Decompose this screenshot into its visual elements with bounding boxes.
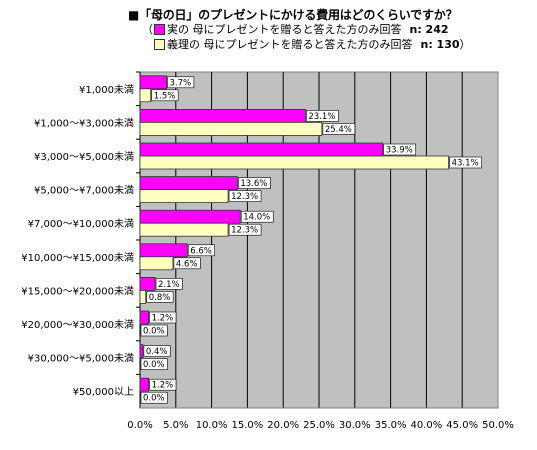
data-label-box — [238, 177, 271, 189]
x-tick-label: 5.0% — [163, 420, 188, 431]
data-label: 0.0% — [143, 360, 165, 370]
category-label: ¥30,000～¥5,000未満 — [28, 353, 134, 365]
data-label-box — [167, 76, 195, 89]
data-label-box — [140, 324, 168, 337]
data-label-box — [383, 143, 417, 156]
bar — [139, 122, 323, 136]
x-tick-label: 15.0% — [232, 420, 264, 431]
data-label: 4.6% — [176, 259, 198, 269]
legend-n: n: 130 — [420, 38, 460, 51]
data-label-box — [146, 291, 174, 303]
data-label: 33.9% — [386, 146, 413, 156]
legend-n: n: 242 — [409, 23, 449, 36]
category-label: ¥50,000以上 — [73, 386, 134, 398]
legend-label: 実の 母にプレゼントを贈ると答えた方のみ回答 — [167, 23, 402, 36]
bar — [139, 176, 238, 191]
data-label: 0.0% — [143, 327, 165, 337]
x-tick-label: 35.0% — [375, 420, 407, 431]
data-label-box — [240, 210, 274, 223]
data-label-box — [155, 278, 183, 290]
data-label: 0.0% — [143, 394, 165, 404]
bar — [139, 142, 384, 157]
data-label: 3.7% — [169, 78, 191, 88]
data-label: 12.3% — [231, 226, 258, 236]
data-label-box — [140, 358, 168, 370]
chart-title: ■「母の日」のプレゼントにかける費用はどのくらいですか？ — [128, 8, 458, 22]
category-label: ¥15,000～¥20,000未満 — [21, 285, 134, 297]
category-label: ¥5,000～¥7,000未満 — [34, 185, 134, 197]
data-label-box — [187, 244, 215, 257]
x-tick-label: 30.0% — [339, 420, 371, 431]
legend-close-paren: ） — [459, 38, 471, 51]
data-label-box — [149, 311, 177, 324]
data-label: 14.0% — [243, 213, 270, 223]
bar — [139, 289, 147, 304]
x-tick-label: 45.0% — [446, 420, 478, 431]
bar — [139, 310, 149, 325]
data-label-box — [140, 391, 168, 404]
data-label: 0.4% — [146, 347, 168, 357]
data-label: 0.8% — [149, 293, 171, 303]
legend-swatch-yellow — [154, 39, 165, 50]
data-label-box — [449, 156, 482, 169]
category-label: ¥3,000～¥5,000未満 — [34, 151, 134, 163]
bar — [139, 276, 156, 291]
data-label-box — [143, 345, 171, 357]
x-tick-label: 20.0% — [267, 420, 299, 431]
data-label-box — [173, 257, 201, 270]
category-label: ¥20,000～¥30,000未満 — [21, 319, 134, 331]
bar — [139, 209, 241, 224]
category-label: ¥1,000～¥3,000未満 — [34, 117, 134, 129]
data-label: 1.2% — [152, 381, 174, 391]
legend-label: 義理の 母にプレゼントを贈ると答えた方のみ回答 — [167, 38, 413, 51]
data-label: 12.3% — [231, 192, 258, 202]
bar — [139, 256, 174, 271]
bar — [139, 88, 152, 103]
bar — [139, 75, 167, 90]
category-label: ¥1,000未満 — [79, 84, 134, 96]
bar — [139, 344, 144, 359]
bar — [139, 109, 306, 123]
legend-swatch-magenta — [154, 24, 165, 35]
legend-open-paren: （ — [142, 23, 153, 36]
legend: （ 実の 母にプレゼントを贈ると答えた方のみ回答 n: 242 義理の 母にプレ… — [142, 22, 471, 52]
x-tick-label: 25.0% — [303, 420, 335, 431]
data-label: 25.4% — [325, 125, 352, 135]
data-label: 13.6% — [240, 179, 267, 189]
x-tick-label: 50.0% — [482, 420, 514, 431]
data-label-box — [149, 378, 177, 391]
data-label-box — [151, 89, 179, 102]
data-label: 1.2% — [152, 314, 174, 324]
legend-item-mother-in-law: 義理の 母にプレゼントを贈ると答えた方のみ回答 n: 130 ） — [142, 37, 471, 52]
data-label-box — [306, 110, 339, 122]
x-tick-label: 40.0% — [411, 420, 443, 431]
legend-item-real-mother: （ 実の 母にプレゼントを贈ると答えた方のみ回答 n: 242 — [142, 22, 471, 37]
data-label-box — [228, 223, 262, 236]
data-label: 43.1% — [452, 159, 479, 169]
data-label: 6.6% — [190, 246, 212, 256]
data-label-box — [228, 190, 262, 202]
bar — [139, 155, 449, 170]
bar — [139, 243, 188, 258]
data-label: 2.1% — [158, 280, 180, 290]
bar — [139, 377, 149, 392]
category-label: ¥7,000～¥10,000未満 — [28, 218, 134, 230]
category-label: ¥10,000～¥15,000未満 — [21, 252, 134, 264]
data-label-box — [322, 123, 356, 135]
x-tick-label: 10.0% — [196, 420, 228, 431]
x-tick-label: 0.0% — [127, 420, 152, 431]
bar — [139, 189, 229, 204]
data-label: 23.1% — [308, 112, 335, 122]
data-label: 1.5% — [154, 91, 176, 101]
bar — [139, 222, 229, 237]
